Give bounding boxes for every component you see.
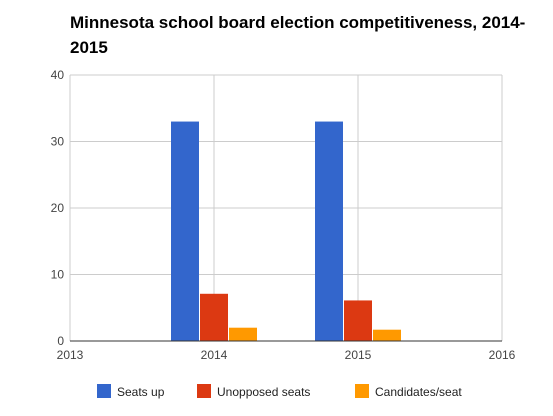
y-tick-labels: 0 10 20 30 40 — [51, 68, 65, 348]
x-tick-label: 2014 — [201, 348, 228, 362]
legend-swatch — [197, 384, 211, 398]
legend-label: Candidates/seat — [375, 385, 462, 399]
legend-label: Unopposed seats — [217, 385, 310, 399]
y-tick-label: 30 — [51, 135, 65, 149]
x-tick-label: 2015 — [345, 348, 372, 362]
legend: Seats up Unopposed seats Candidates/seat — [97, 384, 462, 399]
bars — [171, 121, 401, 341]
x-tick-label: 2016 — [489, 348, 516, 362]
chart-title: Minnesota school board election competit… — [70, 13, 526, 57]
gridlines — [69, 74, 503, 341]
x-tick-label: 2013 — [57, 348, 84, 362]
bar-candidates-seat-2014 — [229, 327, 257, 341]
y-tick-label: 40 — [51, 68, 65, 82]
y-tick-label: 10 — [51, 268, 65, 282]
legend-label: Seats up — [117, 385, 165, 399]
bar-candidates-seat-2015 — [373, 329, 401, 341]
bar-unopposed-seats-2015 — [344, 300, 372, 341]
bar-seats-up-2014 — [171, 121, 199, 341]
y-tick-label: 0 — [57, 334, 64, 348]
bar-unopposed-seats-2014 — [200, 293, 228, 341]
legend-swatch — [355, 384, 369, 398]
y-tick-label: 20 — [51, 201, 65, 215]
legend-swatch — [97, 384, 111, 398]
bar-seats-up-2015 — [315, 121, 343, 341]
x-tick-labels: 2013 2014 2015 2016 — [57, 348, 516, 362]
